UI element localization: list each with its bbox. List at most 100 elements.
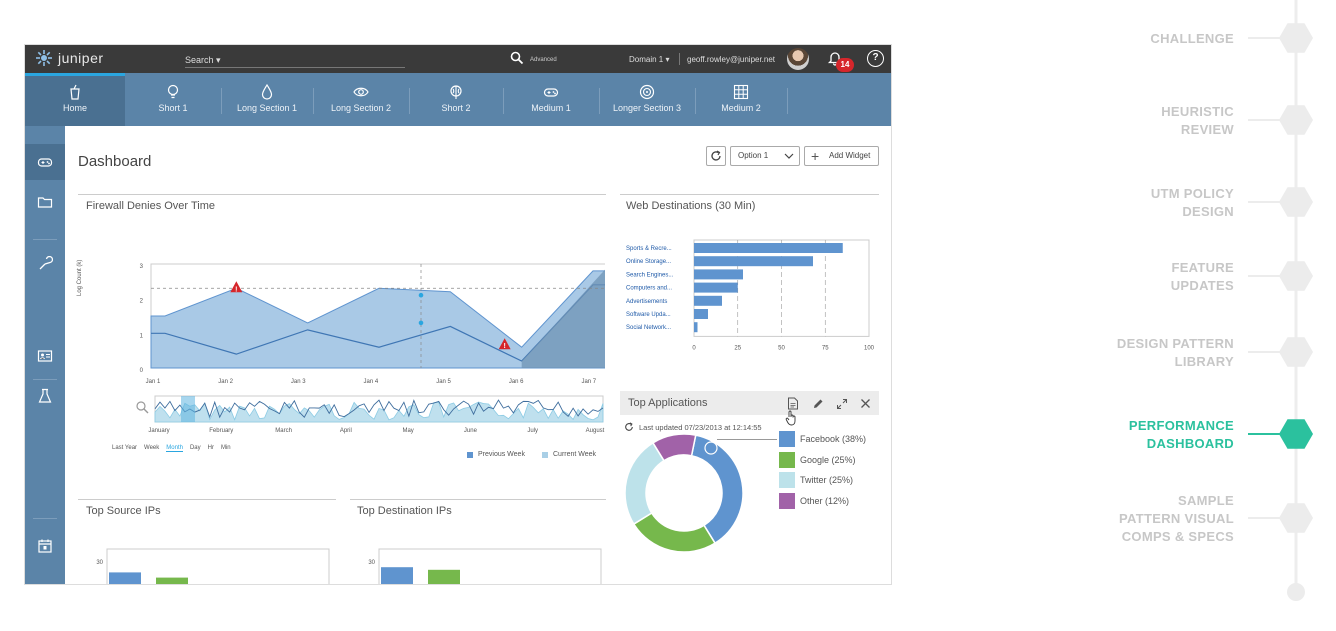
outline-label-line: CHALLENGE: [1150, 31, 1234, 46]
time-range-selector: Last Year Week Month Day Hr Min: [112, 445, 231, 452]
option-select[interactable]: Option 1: [730, 146, 800, 166]
nav-divider: [221, 88, 222, 114]
juniper-logo[interactable]: juniper: [35, 49, 104, 67]
bar: [156, 577, 188, 584]
legend-facebook[interactable]: Facebook (38%): [779, 431, 866, 447]
sidebar-item-tools[interactable]: [25, 246, 65, 282]
hover-point-previous: [418, 292, 424, 298]
nav-item-short-2[interactable]: Short 2: [409, 73, 503, 126]
sidebar-item-games[interactable]: [25, 144, 65, 180]
x-tick-label: 50: [778, 345, 785, 351]
time-range-min[interactable]: Min: [220, 445, 231, 451]
nav-item-longer-section-3[interactable]: Longer Section 3: [599, 73, 695, 126]
search-icon[interactable]: [510, 51, 524, 65]
sidebar-item-lab[interactable]: [25, 378, 65, 414]
outline-label-line: PATTERN VISUAL: [1119, 511, 1234, 526]
time-range-hr[interactable]: Hr: [207, 445, 214, 451]
legend-previous-week[interactable]: Previous Week: [467, 451, 525, 458]
bar: [428, 569, 460, 584]
time-range-day[interactable]: Day: [189, 445, 201, 451]
outline-item-1[interactable]: HEURISTIC REVIEW: [1040, 103, 1234, 139]
outline-item-4[interactable]: DESIGN PATTERN LIBRARY: [1040, 335, 1234, 371]
legend-label: Facebook (38%): [800, 434, 867, 444]
bar: [381, 567, 413, 584]
sidebar: [25, 126, 65, 584]
refresh-button[interactable]: [706, 146, 726, 166]
legend-label: Current Week: [553, 451, 597, 458]
timeline-hexagon-active: [1279, 419, 1313, 449]
y-tick-label: 30: [96, 560, 103, 566]
refresh-icon[interactable]: [624, 422, 634, 432]
timeline-hexagon: [1279, 105, 1313, 135]
avatar[interactable]: [787, 48, 809, 70]
web-destinations-chart[interactable]: Sports & Recre... Online Storage... Search…: [620, 236, 879, 356]
category-label: Computers and...: [626, 286, 672, 292]
time-range-last-year[interactable]: Last Year: [112, 445, 138, 451]
timeline-end-dot: [1287, 583, 1305, 601]
outline-label-line: FEATURE: [1171, 260, 1234, 275]
plot-frame: [378, 548, 602, 584]
legend-current-week[interactable]: Current Week: [542, 451, 596, 458]
bar: [694, 322, 698, 333]
pencil-icon[interactable]: [812, 398, 824, 410]
top-destination-ips-chart[interactable]: 3020: [357, 546, 607, 585]
outline-item-0[interactable]: CHALLENGE: [1040, 30, 1234, 48]
help-icon[interactable]: ?: [867, 50, 884, 67]
close-icon[interactable]: [860, 398, 871, 409]
category-label: Sports & Recre...: [626, 246, 672, 252]
outline-item-5[interactable]: PERFORMANCE DASHBOARD: [1040, 417, 1234, 453]
outline-label-line: SAMPLE: [1178, 493, 1234, 508]
nav-label: Short 1: [158, 103, 188, 113]
timeline-hexagon: [1279, 337, 1313, 367]
nav-item-long-section-1[interactable]: Long Section 1: [221, 73, 313, 126]
outline-label-line: LIBRARY: [1174, 354, 1234, 369]
widget-divider: [350, 499, 606, 500]
notification-badge[interactable]: 14: [836, 58, 854, 72]
user-email[interactable]: geoff.rowley@juniper.net: [687, 55, 776, 64]
advanced-search-link[interactable]: Advanced: [530, 57, 557, 63]
nav-item-medium-2[interactable]: Medium 2: [695, 73, 787, 126]
add-widget-button[interactable]: + Add Widget: [804, 146, 879, 166]
time-range-week[interactable]: Week: [144, 445, 160, 451]
nav-item-medium-1[interactable]: Medium 1: [503, 73, 599, 126]
folder-icon: [37, 197, 53, 208]
sidebar-item-identity[interactable]: [25, 338, 65, 374]
series-area-current-week: [521, 269, 605, 368]
legend-twitter[interactable]: Twitter (25%): [779, 472, 853, 488]
document-icon[interactable]: [787, 397, 799, 410]
nav-divider: [787, 88, 788, 114]
top-apps-donut-chart[interactable]: [624, 431, 748, 555]
firewall-overview-chart[interactable]: January February March April May June July Augu…: [85, 394, 605, 444]
bar: [694, 243, 843, 253]
sidebar-item-explore[interactable]: [25, 574, 65, 584]
domain-dropdown[interactable]: Domain 1 ▾: [629, 55, 670, 64]
bar: [694, 295, 722, 306]
search-input[interactable]: [185, 67, 405, 68]
sidebar-item-calendar[interactable]: [25, 528, 65, 564]
nav-item-short-1[interactable]: Short 1: [125, 73, 221, 126]
bar: [694, 269, 743, 280]
outline-item-2[interactable]: UTM POLICY DESIGN: [1040, 185, 1234, 221]
top-source-ips-chart[interactable]: 3020: [85, 546, 335, 585]
legend-swatch: [779, 451, 795, 468]
search-dropdown[interactable]: Search ▾: [185, 55, 221, 65]
legend-other[interactable]: Other (12%): [779, 492, 849, 509]
legend-google[interactable]: Google (25%): [779, 451, 856, 468]
nav-item-home[interactable]: Home: [25, 73, 125, 126]
expand-icon[interactable]: [836, 398, 848, 410]
calendar-icon: [38, 539, 52, 553]
search-area[interactable]: Search ▾ Advanced: [185, 45, 557, 73]
category-label: Social Network...: [626, 325, 671, 331]
juniper-logo-icon: [36, 50, 52, 66]
firewall-widget-title: Firewall Denies Over Time: [86, 200, 215, 212]
sidebar-item-folder[interactable]: [25, 184, 65, 220]
last-updated: Last updated 07/23/2013 at 12:14:55: [624, 422, 762, 432]
nav-item-long-section-2[interactable]: Long Section 2: [313, 73, 409, 126]
bar: [694, 256, 813, 267]
time-range-month[interactable]: Month: [166, 445, 183, 452]
outline-item-3[interactable]: FEATURE UPDATES: [1040, 259, 1234, 295]
outline-item-6[interactable]: SAMPLE PATTERN VISUAL COMPS & SPECS: [1040, 492, 1234, 546]
gamepad-icon: [37, 158, 53, 167]
alert-icon: [230, 281, 243, 293]
